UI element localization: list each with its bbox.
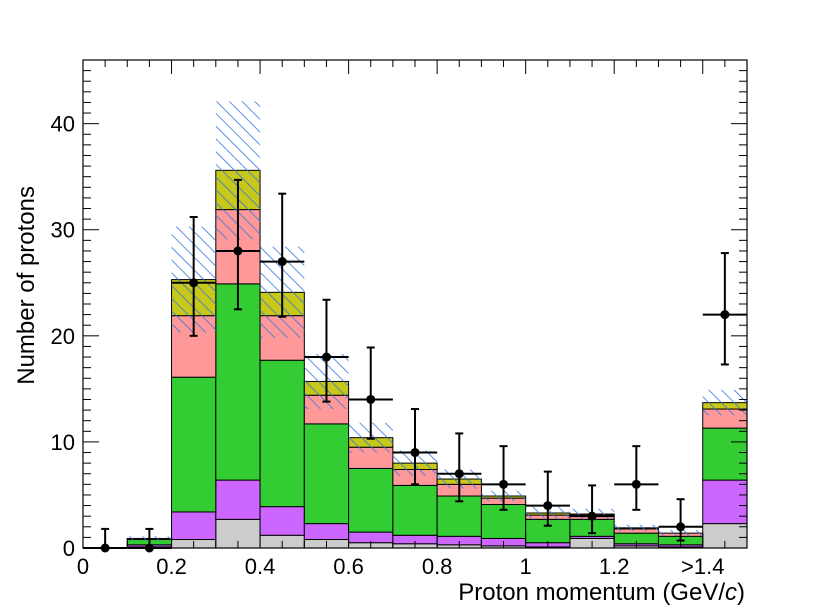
data-point-12	[631, 479, 641, 489]
x-axis-label-close: )	[737, 579, 745, 606]
stack-bar-s2-b7	[392, 484, 438, 536]
axes: 0 0.2 0.4 0.6 0.8 1 1.2 >1.4 0 10 20 30 40 Proton mom…	[13, 59, 748, 606]
y-tick-label-3: 30	[51, 218, 75, 243]
data-point-13	[676, 522, 686, 532]
data-point-7	[410, 448, 420, 458]
stack-bar-s1-b14	[702, 479, 748, 525]
uncertainty-band-14	[702, 389, 747, 416]
x-tick-label-4: 0.8	[422, 554, 453, 579]
stack-bar-s1-b2	[171, 511, 217, 541]
stack-bar-s2-b4	[259, 359, 305, 508]
plot-area	[83, 101, 748, 553]
x-tick-label-3: 0.6	[333, 554, 364, 579]
data-point-2	[189, 278, 199, 288]
data-point-14	[720, 310, 730, 320]
x-tick-label-7: >1.4	[681, 554, 724, 579]
stack-bar-s1-b3	[215, 479, 261, 520]
data-point-4	[277, 257, 287, 267]
data-point-11	[587, 511, 597, 521]
x-axis-label: Proton momentum (GeV/c)	[458, 579, 745, 606]
x-tick-label-1: 0.2	[156, 554, 187, 579]
stack-bar-s2-b14	[702, 427, 748, 481]
stack-bar-s1-b4	[259, 506, 305, 536]
y-tick-label-2: 20	[51, 324, 75, 349]
stack-bar-s2-b3	[215, 283, 261, 481]
stack-bar-s2-b5	[303, 423, 350, 525]
data-point-3	[233, 246, 243, 256]
x-tick-label-0: 0	[77, 554, 89, 579]
data-point-5	[321, 352, 331, 362]
data-point-8	[454, 469, 464, 479]
data-point-9	[499, 479, 509, 489]
y-tick-label-4: 40	[51, 112, 75, 137]
uncertainty-band-12	[614, 524, 659, 532]
x-axis-label-italic: c	[725, 579, 737, 606]
stack-bar-s2-b2	[171, 376, 217, 513]
data-point-10	[543, 501, 553, 511]
x-tick-label-5: 1	[520, 554, 532, 579]
x-axis-label-main: Proton momentum (GeV/	[458, 579, 725, 606]
x-tick-label-6: 1.2	[599, 554, 630, 579]
x-tick-label-2: 0.4	[245, 554, 276, 579]
y-tick-label-0: 0	[63, 536, 75, 561]
y-tick-label-1: 10	[51, 430, 75, 455]
stack-bar-s1-b5	[303, 523, 350, 541]
data-point-6	[366, 394, 376, 404]
y-axis-label: Number of protons	[13, 186, 40, 385]
stack-bar-s2-b6	[348, 467, 394, 533]
